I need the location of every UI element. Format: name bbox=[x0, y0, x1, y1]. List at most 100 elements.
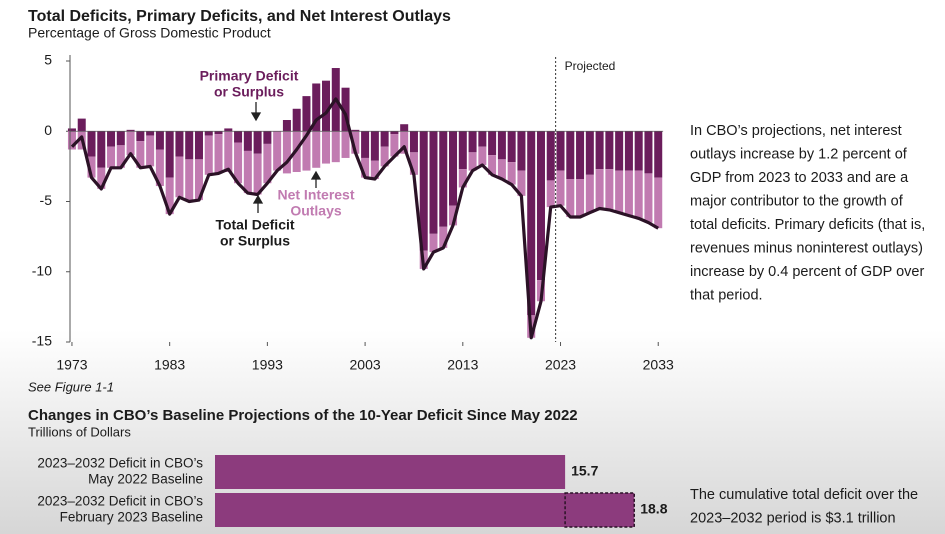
bar bbox=[361, 131, 370, 158]
bar bbox=[507, 162, 516, 185]
bar bbox=[429, 131, 438, 234]
bar bbox=[478, 146, 487, 165]
bar bbox=[302, 131, 311, 171]
side-text: GDP from 2023 to 2033 and are a bbox=[690, 170, 909, 186]
category-label: 2023–2032 Deficit in CBO’s bbox=[37, 456, 203, 471]
bar bbox=[507, 131, 516, 163]
bar bbox=[204, 135, 213, 175]
y-tick-label: 0 bbox=[44, 122, 52, 138]
bar bbox=[654, 131, 663, 178]
bar bbox=[341, 87, 350, 132]
bar bbox=[116, 131, 125, 146]
bar bbox=[370, 131, 379, 161]
x-tick-label: 2003 bbox=[350, 357, 381, 373]
bar bbox=[312, 83, 321, 132]
arrows bbox=[250, 102, 322, 213]
value-label: 18.8 bbox=[640, 501, 667, 517]
bar bbox=[576, 131, 585, 180]
bar bbox=[517, 131, 526, 171]
bar bbox=[478, 131, 487, 147]
bar bbox=[87, 131, 96, 157]
chart-subtitle: Percentage of Gross Domestic Product bbox=[28, 25, 271, 41]
bar bbox=[126, 131, 135, 156]
bar bbox=[585, 131, 594, 175]
y-tick-label: -5 bbox=[40, 192, 53, 208]
bar bbox=[644, 173, 653, 223]
bar bbox=[224, 128, 233, 132]
bar bbox=[390, 134, 399, 157]
bar bbox=[615, 170, 624, 213]
y-tick-label: 5 bbox=[44, 52, 52, 68]
bar bbox=[155, 131, 164, 150]
bar bbox=[390, 131, 399, 135]
annotation: Total Deficit bbox=[215, 217, 294, 233]
bar bbox=[204, 131, 213, 136]
bar bbox=[97, 167, 106, 189]
bar bbox=[282, 131, 291, 174]
arrow-head bbox=[310, 170, 322, 180]
bar bbox=[546, 180, 555, 208]
bar bbox=[624, 170, 633, 216]
bar bbox=[234, 131, 243, 143]
y-tick-label: -15 bbox=[32, 333, 52, 349]
bar bbox=[302, 96, 311, 132]
bar bbox=[136, 131, 145, 142]
bar bbox=[468, 131, 477, 153]
bar bbox=[107, 131, 116, 147]
bar bbox=[215, 455, 566, 489]
side-text: revenues minus noninterest outlays) bbox=[690, 240, 923, 256]
bar bbox=[107, 146, 116, 168]
bar bbox=[253, 131, 262, 154]
bar bbox=[263, 131, 272, 144]
bar bbox=[468, 152, 477, 171]
bar bbox=[165, 131, 174, 178]
side-text: increase by 0.4 percent of GDP over bbox=[690, 264, 924, 280]
bar bbox=[585, 174, 594, 213]
bar bbox=[361, 157, 370, 178]
bar bbox=[126, 129, 135, 132]
annotation: Primary Deficit bbox=[200, 68, 299, 84]
arrow-head bbox=[252, 194, 264, 204]
bar bbox=[234, 142, 243, 184]
bar bbox=[449, 131, 458, 206]
bar bbox=[566, 131, 575, 180]
bar bbox=[87, 156, 96, 178]
side-text: outlays increase by 1.2 percent of bbox=[690, 146, 908, 162]
annotation: Net Interest bbox=[277, 187, 354, 203]
x-tick-label: 1973 bbox=[56, 357, 87, 373]
change-outline bbox=[564, 492, 635, 528]
bar bbox=[253, 153, 262, 195]
bar bbox=[439, 226, 448, 248]
bar bbox=[67, 131, 76, 150]
side-text: that period. bbox=[690, 287, 763, 303]
bar bbox=[224, 131, 233, 172]
bar bbox=[67, 128, 76, 132]
bar bbox=[644, 131, 653, 174]
bar bbox=[263, 143, 272, 184]
bar bbox=[243, 131, 252, 151]
bar bbox=[488, 131, 497, 156]
bar bbox=[77, 118, 86, 132]
bar bbox=[488, 155, 497, 175]
bar bbox=[322, 80, 331, 132]
bar bbox=[400, 124, 409, 132]
note: See Figure 1-1 bbox=[28, 379, 114, 394]
bar bbox=[351, 131, 360, 154]
x-tick-label: 2013 bbox=[447, 357, 478, 373]
bar bbox=[165, 177, 174, 215]
side-text: In CBO’s projections, net interest bbox=[690, 123, 902, 139]
bar bbox=[419, 131, 428, 251]
bar bbox=[322, 131, 331, 164]
bar bbox=[146, 135, 155, 167]
x-tick-label: 1993 bbox=[252, 357, 283, 373]
bar bbox=[146, 131, 155, 136]
category-label: February 2023 Baseline bbox=[60, 510, 203, 525]
bar bbox=[175, 131, 184, 157]
bar bbox=[497, 131, 506, 160]
bar bbox=[214, 131, 223, 135]
bar bbox=[497, 159, 506, 180]
category-label: May 2022 Baseline bbox=[88, 472, 203, 487]
side-text: major contributor to the growth of bbox=[690, 193, 904, 209]
bar bbox=[576, 179, 585, 217]
bar bbox=[194, 131, 203, 160]
